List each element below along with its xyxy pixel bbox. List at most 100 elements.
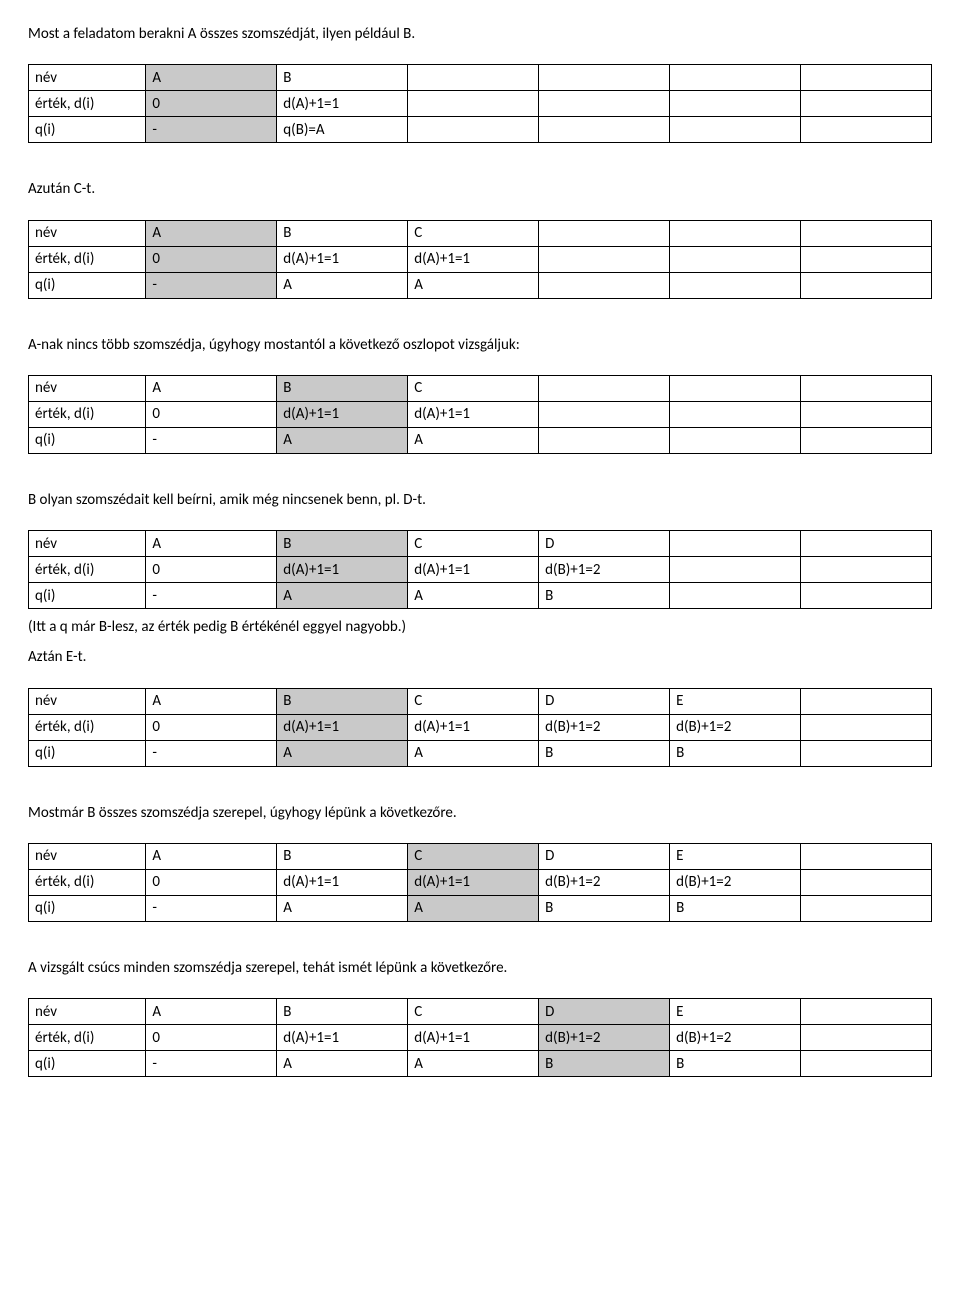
table-cell: d(A)+1=1: [277, 869, 408, 895]
table-cell: [670, 401, 801, 427]
table-cell: A: [277, 272, 408, 298]
table-cell: [800, 688, 931, 714]
table-cell: [408, 91, 539, 117]
row-label: q(i): [29, 117, 146, 143]
table-cell: B: [539, 1051, 670, 1077]
table-cell: A: [146, 220, 277, 246]
table-cell: -: [146, 1051, 277, 1077]
table-cell: [539, 220, 670, 246]
table-cell: d(A)+1=1: [277, 714, 408, 740]
table-cell: 0: [146, 714, 277, 740]
table-cell: -: [146, 272, 277, 298]
table-cell: d(A)+1=1: [408, 246, 539, 272]
table-cell: A: [408, 583, 539, 609]
row-label: érték, d(i): [29, 246, 146, 272]
table-cell: [670, 91, 801, 117]
table-cell: B: [277, 220, 408, 246]
table-cell: d(A)+1=1: [408, 714, 539, 740]
table-cell: [670, 117, 801, 143]
table-cell: d(A)+1=1: [408, 869, 539, 895]
table-cell: [670, 557, 801, 583]
table-cell: [670, 220, 801, 246]
table-cell: B: [277, 843, 408, 869]
table-cell: -: [146, 427, 277, 453]
table-cell: B: [539, 583, 670, 609]
table-cell: [408, 65, 539, 91]
table-cell: E: [670, 843, 801, 869]
table-cell: [539, 246, 670, 272]
paragraph-1: Most a feladatom berakni A összes szomsz…: [28, 24, 932, 44]
table-cell: C: [408, 220, 539, 246]
table-cell: A: [408, 272, 539, 298]
table-cell: [800, 427, 931, 453]
table-cell: 0: [146, 1025, 277, 1051]
table-cell: d(B)+1=2: [539, 714, 670, 740]
table-cell: [670, 427, 801, 453]
table-cell: A: [408, 1051, 539, 1077]
row-label: érték, d(i): [29, 1025, 146, 1051]
table-cell: 0: [146, 91, 277, 117]
table-cell: [800, 65, 931, 91]
table-cell: [539, 375, 670, 401]
row-label: név: [29, 220, 146, 246]
paragraph-8: A vizsgált csúcs minden szomszédja szere…: [28, 958, 932, 978]
row-label: érték, d(i): [29, 557, 146, 583]
table-cell: [408, 117, 539, 143]
row-label: név: [29, 65, 146, 91]
table-cell: A: [277, 583, 408, 609]
table-1: névABérték, d(i)0d(A)+1=1q(i)-q(B)=A: [28, 64, 932, 143]
table-cell: [800, 740, 931, 766]
table-7: névABCDEérték, d(i)0d(A)+1=1d(A)+1=1d(B)…: [28, 998, 932, 1077]
table-cell: d(A)+1=1: [408, 401, 539, 427]
table-cell: B: [277, 375, 408, 401]
table-cell: -: [146, 583, 277, 609]
paragraph-7: Mostmár B összes szomszédja szerepel, úg…: [28, 803, 932, 823]
row-label: név: [29, 688, 146, 714]
table-cell: [800, 117, 931, 143]
table-cell: A: [146, 688, 277, 714]
table-cell: d(B)+1=2: [539, 1025, 670, 1051]
table-cell: [800, 714, 931, 740]
paragraph-4: B olyan szomszédait kell beírni, amik mé…: [28, 490, 932, 510]
table-cell: E: [670, 688, 801, 714]
table-4: névABCDérték, d(i)0d(A)+1=1d(A)+1=1d(B)+…: [28, 530, 932, 609]
table-cell: [800, 220, 931, 246]
table-cell: [800, 531, 931, 557]
table-cell: A: [277, 740, 408, 766]
table-cell: A: [146, 375, 277, 401]
table-cell: [800, 91, 931, 117]
paragraph-6: Aztán E-t.: [28, 647, 932, 667]
table-cell: [670, 272, 801, 298]
table-cell: A: [408, 427, 539, 453]
table-cell: d(B)+1=2: [670, 869, 801, 895]
table-cell: [800, 375, 931, 401]
row-label: q(i): [29, 583, 146, 609]
table-5: névABCDEérték, d(i)0d(A)+1=1d(A)+1=1d(B)…: [28, 688, 932, 767]
row-label: q(i): [29, 740, 146, 766]
table-cell: 0: [146, 246, 277, 272]
table-6: névABCDEérték, d(i)0d(A)+1=1d(A)+1=1d(B)…: [28, 843, 932, 922]
table-cell: C: [408, 688, 539, 714]
table-cell: E: [670, 999, 801, 1025]
table-cell: B: [670, 895, 801, 921]
table-cell: [800, 869, 931, 895]
table-cell: [800, 1051, 931, 1077]
row-label: név: [29, 999, 146, 1025]
table-2: névABCérték, d(i)0d(A)+1=1d(A)+1=1q(i)-A…: [28, 220, 932, 299]
table-cell: A: [277, 1051, 408, 1077]
table-cell: A: [277, 895, 408, 921]
paragraph-5: (Itt a q már B-lesz, az érték pedig B ér…: [28, 617, 932, 637]
row-label: érték, d(i): [29, 869, 146, 895]
paragraph-2: Azután C-t.: [28, 179, 932, 199]
row-label: név: [29, 843, 146, 869]
row-label: érték, d(i): [29, 91, 146, 117]
table-cell: 0: [146, 869, 277, 895]
table-cell: [670, 531, 801, 557]
table-cell: B: [539, 740, 670, 766]
table-cell: D: [539, 688, 670, 714]
table-cell: [539, 401, 670, 427]
table-cell: B: [277, 999, 408, 1025]
table-cell: [539, 91, 670, 117]
table-cell: [539, 117, 670, 143]
table-cell: -: [146, 117, 277, 143]
